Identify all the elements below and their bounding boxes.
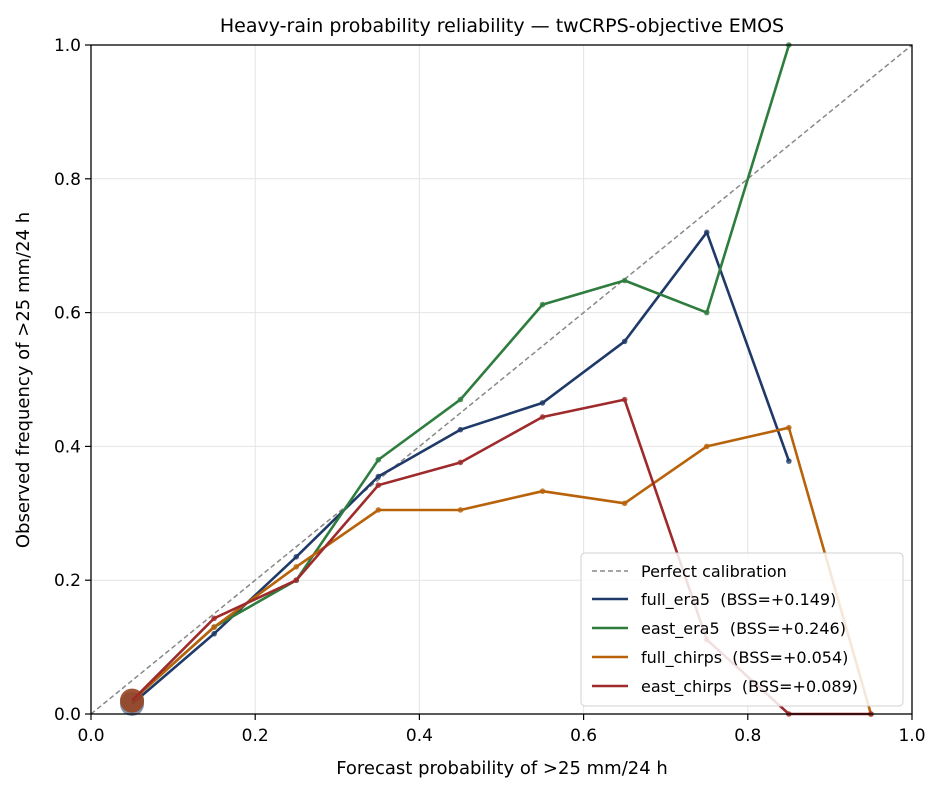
data-point-full-chirps	[293, 564, 300, 570]
perfect-calibration-line	[90, 44, 913, 715]
grid	[90, 44, 913, 715]
x-axis-label: Forecast probability of >25 mm/24 h	[336, 758, 668, 779]
data-point-full-era5	[211, 630, 217, 637]
data-point-full-era5	[786, 458, 792, 464]
y-tick-label: 0.4	[54, 437, 81, 457]
x-tick-label: 0.4	[406, 726, 433, 746]
data-point-full-era5	[457, 426, 464, 433]
series-line-full-chirps	[131, 426, 873, 715]
perfect-calibration-layer	[90, 44, 913, 715]
data-point-east-era5	[539, 301, 546, 308]
data-point-full-era5	[293, 553, 300, 560]
plot-frame	[90, 44, 913, 715]
legend-label-east-era5: east_era5 (BSS=+0.246)	[641, 619, 846, 639]
data-point-east-chirps	[211, 615, 217, 622]
data-point-east-era5	[457, 396, 464, 403]
x-tick-label: 0.6	[570, 726, 597, 746]
data-point-east-chirps	[293, 577, 300, 583]
data-point-full-era5	[375, 473, 382, 480]
data-point-full-era5	[621, 338, 628, 345]
data-point-full-chirps	[703, 443, 710, 450]
data-point-full-era5	[703, 229, 710, 236]
legend-label-full-chirps: full_chirps (BSS=+0.054)	[641, 648, 848, 668]
y-tick-label: 0.6	[54, 304, 81, 324]
series-layer	[120, 42, 874, 717]
legend: Perfect calibration full_era5 (BSS=+0.14…	[580, 552, 904, 707]
data-point-full-chirps	[786, 424, 792, 431]
chart-title: Heavy-rain probability reliability — twC…	[220, 15, 784, 37]
data-point-east-chirps	[457, 459, 464, 466]
data-point-east-chirps	[539, 414, 546, 420]
legend-label-east-chirps: east_chirps (BSS=+0.089)	[641, 677, 858, 697]
legend-box	[580, 552, 904, 707]
y-tick-label: 0.8	[54, 170, 81, 190]
data-point-full-chirps	[211, 624, 217, 630]
y-tick-label: 1.0	[54, 36, 81, 56]
x-tick-label: 1.0	[898, 726, 925, 746]
data-point-east-era5	[621, 277, 628, 284]
x-tick-label: 0.0	[77, 726, 104, 746]
x-tick-label: 0.8	[734, 726, 761, 746]
y-tick-label: 0.0	[54, 705, 81, 725]
axis-ticks: 0.0 0.2 0.4 0.6 0.8 1.0 0.0 0.2 0.4 0.6 0.8 1.0	[54, 36, 926, 746]
data-point-east-chirps	[120, 688, 145, 713]
y-tick-label: 0.2	[54, 571, 81, 591]
x-tick-label: 0.2	[242, 726, 269, 746]
data-point-full-chirps	[621, 500, 628, 507]
data-point-east-era5	[703, 309, 710, 316]
y-axis-label: Observed frequency of >25 mm/24 h	[13, 212, 34, 548]
data-point-full-era5	[539, 400, 546, 406]
data-point-full-chirps	[539, 488, 546, 495]
data-point-east-era5	[375, 456, 382, 463]
data-point-east-chirps	[375, 482, 382, 489]
data-point-full-chirps	[375, 507, 382, 513]
data-point-east-chirps	[621, 396, 628, 403]
data-point-full-chirps	[457, 507, 464, 513]
legend-label-full-era5: full_era5 (BSS=+0.149)	[641, 590, 836, 610]
legend-label-perfect-calibration: Perfect calibration	[641, 562, 787, 581]
